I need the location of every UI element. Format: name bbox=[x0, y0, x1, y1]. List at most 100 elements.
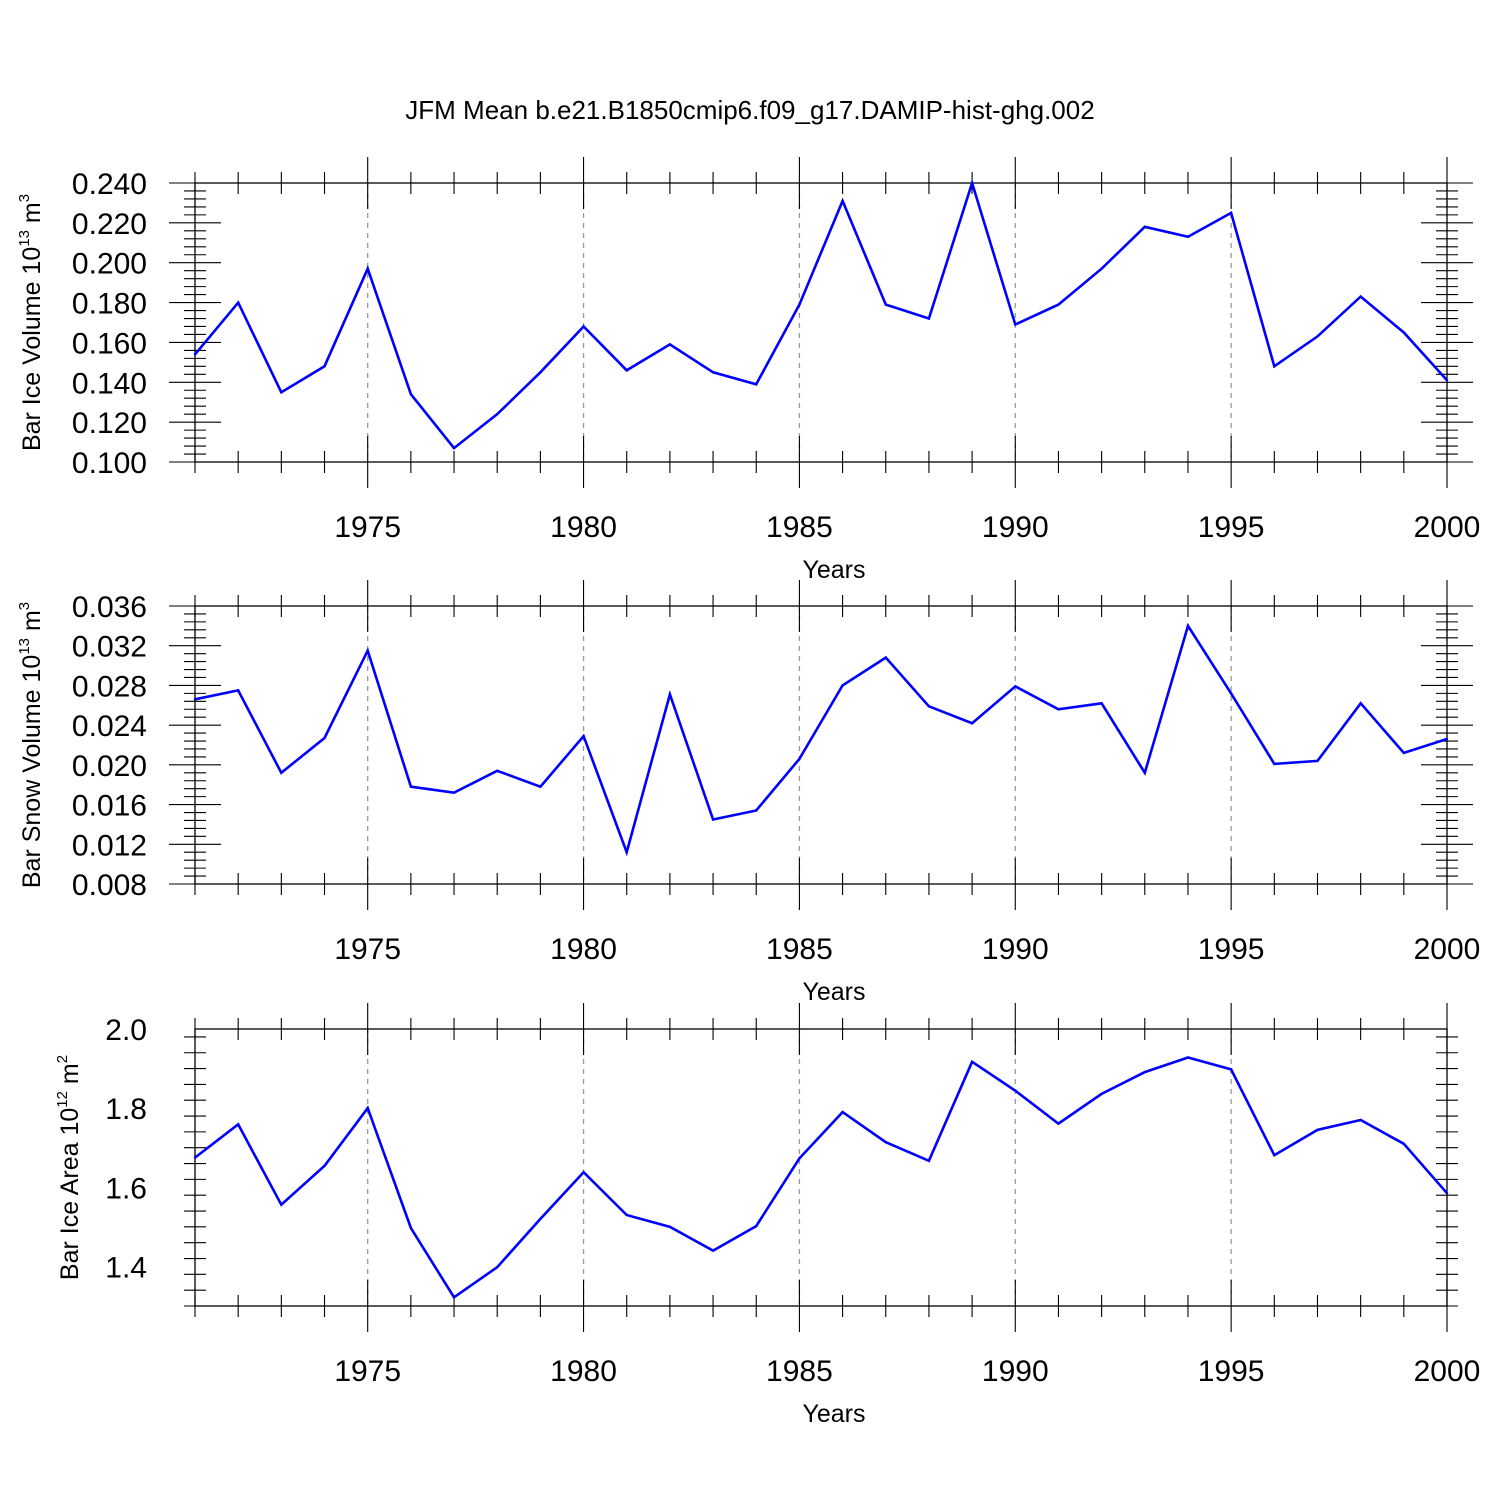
panel-1: 1975 1980 1985 1990 1995 2000 Years 0.100 0.120 0… bbox=[16, 157, 1480, 584]
data-point bbox=[668, 343, 672, 346]
data-point bbox=[1057, 708, 1060, 711]
data-point bbox=[323, 1164, 326, 1168]
data-point bbox=[1014, 323, 1017, 326]
y-tick-label: 0.200 bbox=[72, 248, 147, 281]
y-tick-label: 0.024 bbox=[72, 710, 147, 743]
y-tick-label: 1.8 bbox=[105, 1093, 147, 1126]
y-axis-label-unit: m bbox=[18, 610, 46, 638]
data-point bbox=[798, 1157, 801, 1160]
panel-2: 1975 1980 1985 1990 1995 2000 Years 0.008 0.012 0… bbox=[16, 580, 1480, 1006]
data-point bbox=[711, 818, 715, 821]
data-point bbox=[539, 371, 542, 374]
y-tick-label: 0.036 bbox=[72, 591, 147, 624]
data-point bbox=[970, 1060, 974, 1064]
y-tick-label: 0.180 bbox=[72, 288, 147, 321]
data-point bbox=[1402, 751, 1406, 755]
plot-frame bbox=[194, 1028, 1448, 1307]
data-point bbox=[970, 181, 974, 185]
data-point bbox=[409, 1226, 413, 1230]
y-tick-label: 0.220 bbox=[72, 208, 147, 241]
y-tick-label: 0.160 bbox=[72, 327, 147, 360]
y-axis-label-exponent: 13 bbox=[16, 638, 33, 655]
data-point bbox=[236, 301, 240, 304]
data-point bbox=[1143, 1070, 1146, 1074]
y-axis-label-exponent: 12 bbox=[54, 1091, 71, 1108]
data-point bbox=[927, 705, 931, 708]
data-point bbox=[409, 785, 413, 788]
data-point bbox=[539, 1217, 542, 1221]
data-point bbox=[1229, 211, 1233, 215]
data-point bbox=[625, 851, 628, 854]
y-axis-label-unit-exponent: 3 bbox=[16, 602, 33, 610]
x-tick-label: 1985 bbox=[766, 1355, 833, 1388]
x-axis-label: Years bbox=[802, 978, 865, 1006]
data-point bbox=[1186, 624, 1190, 628]
x-tick-label: 1995 bbox=[1198, 933, 1265, 966]
y-axis-label: Bar Ice Volume 1013 m3 bbox=[16, 194, 46, 451]
data-point bbox=[1402, 331, 1406, 334]
data-point bbox=[1273, 1154, 1276, 1157]
data-point bbox=[1186, 235, 1190, 239]
data-point bbox=[539, 785, 542, 788]
data-point bbox=[755, 383, 758, 386]
series-line bbox=[194, 1056, 1448, 1300]
y-axis-label-unit-exponent: 2 bbox=[54, 1055, 71, 1063]
data-point bbox=[668, 1225, 672, 1229]
x-tick-label: 1985 bbox=[766, 511, 833, 544]
data-point bbox=[452, 1296, 456, 1299]
x-tick-label: 1975 bbox=[334, 1355, 401, 1388]
data-point bbox=[798, 303, 801, 306]
data-point bbox=[1445, 379, 1449, 382]
x-axis-label: Years bbox=[802, 556, 865, 584]
y-tick-label: 0.020 bbox=[72, 750, 147, 783]
x-axis-label: Years bbox=[802, 1400, 865, 1428]
x-tick-label: 1990 bbox=[982, 933, 1049, 966]
data-point bbox=[1359, 295, 1362, 298]
data-point bbox=[496, 1266, 499, 1269]
y-tick-label: 1.6 bbox=[105, 1172, 147, 1205]
data-point bbox=[280, 391, 283, 394]
y-axis-label-text: Bar Ice Area 10 bbox=[56, 1108, 84, 1280]
data-point bbox=[582, 325, 585, 328]
x-tick-label: 1995 bbox=[1198, 1355, 1265, 1388]
data-point bbox=[1229, 692, 1233, 695]
data-point bbox=[884, 656, 887, 659]
panel-3: 1975 1980 1985 1990 1995 2000 Years 1.4 1.6 1.8 2.… bbox=[54, 1003, 1480, 1428]
y-tick-label: 0.008 bbox=[72, 869, 147, 902]
data-point bbox=[452, 446, 456, 450]
data-point bbox=[193, 1156, 197, 1159]
data-point bbox=[366, 267, 369, 270]
data-point bbox=[755, 1224, 758, 1228]
data-point bbox=[1316, 1128, 1319, 1132]
data-point bbox=[280, 1203, 283, 1206]
y-tick-label: 0.100 bbox=[72, 447, 147, 480]
data-point bbox=[755, 809, 758, 812]
data-point bbox=[1014, 685, 1017, 688]
data-point bbox=[582, 1171, 585, 1174]
data-point bbox=[711, 371, 715, 374]
data-point bbox=[711, 1249, 715, 1252]
data-point bbox=[927, 1159, 931, 1162]
data-point bbox=[236, 1123, 240, 1126]
y-tick-label: 2.0 bbox=[105, 1014, 147, 1047]
y-tick-label: 0.012 bbox=[72, 829, 147, 862]
data-point bbox=[1445, 1192, 1449, 1195]
x-tick-label: 1980 bbox=[550, 511, 617, 544]
y-tick-label: 0.140 bbox=[72, 367, 147, 400]
chart-title: JFM Mean b.e21.B1850cmip6.f09_g17.DAMIP-… bbox=[405, 95, 1094, 125]
y-axis-label-text: Bar Ice Volume 10 bbox=[18, 247, 46, 451]
y-axis-label-unit: m bbox=[56, 1063, 84, 1091]
data-point bbox=[1100, 1092, 1103, 1096]
x-tick-label: 1990 bbox=[982, 511, 1049, 544]
data-point bbox=[1143, 225, 1146, 229]
data-point bbox=[927, 317, 931, 320]
data-point bbox=[841, 199, 844, 203]
data-point bbox=[280, 771, 283, 774]
series-line bbox=[194, 178, 1448, 450]
data-point bbox=[409, 393, 413, 396]
data-point bbox=[496, 769, 499, 773]
data-point bbox=[884, 1140, 887, 1144]
data-point bbox=[1057, 1122, 1060, 1125]
x-tick-label: 2000 bbox=[1414, 933, 1481, 966]
